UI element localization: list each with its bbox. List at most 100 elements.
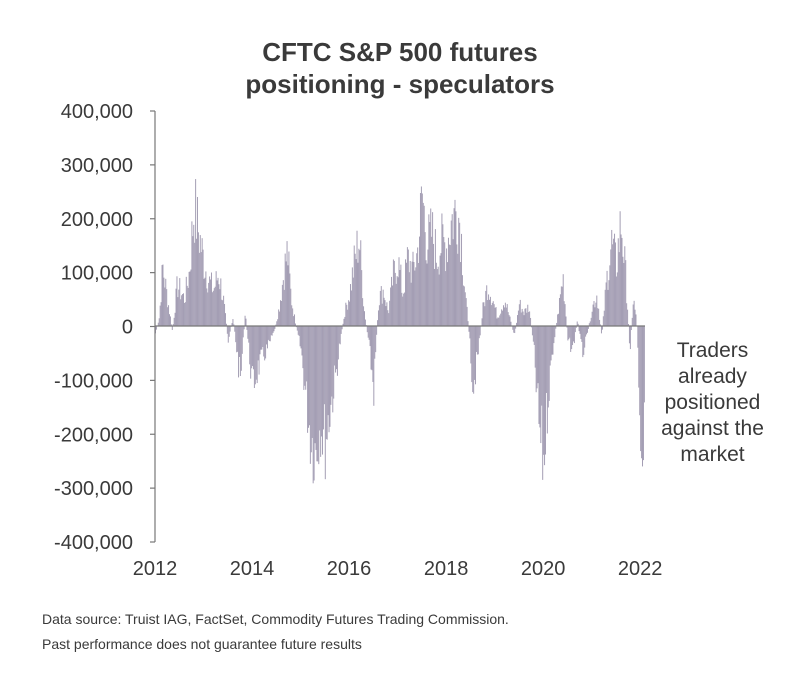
bar [238,326,240,378]
y-tick-label: 200,000 [61,209,133,231]
bar [587,326,589,329]
bar [621,237,623,327]
bar [271,326,273,336]
bar [405,259,407,327]
bar [565,316,567,327]
bar [578,326,580,332]
bar [437,266,439,327]
bar [413,262,415,327]
bar [214,286,216,327]
bar [561,286,563,327]
bar [390,287,392,327]
bar [542,326,544,480]
bar [440,253,442,327]
bar [284,253,286,327]
bar [209,276,211,327]
bar [164,287,166,327]
bar [531,326,533,336]
bar [569,326,571,338]
bar [269,326,271,342]
bar [481,318,483,327]
bar [554,326,556,338]
bar [282,280,284,327]
bar [510,321,512,327]
bar [351,267,353,327]
bar [608,280,610,327]
bar [367,326,369,338]
bar [438,274,440,327]
bar [465,298,467,327]
y-tick-label: -100,000 [54,370,133,392]
bar [541,326,543,406]
bar [331,326,333,397]
bar [458,217,460,327]
bar [179,278,181,327]
bar [277,319,279,327]
bar [628,326,630,344]
bar [299,326,301,347]
bar [349,301,351,327]
bar [570,326,572,352]
bar [589,321,591,327]
bar [265,326,267,359]
bar [355,259,357,327]
bar [453,208,455,327]
bar [168,305,170,327]
bar [190,269,192,327]
bar [546,326,548,434]
bar [319,326,321,431]
bar [420,186,422,327]
bar [563,301,565,327]
bar [494,307,496,327]
bar [259,326,261,355]
bar [345,302,347,327]
bar [456,244,458,327]
bar [254,326,256,385]
bar [514,326,516,334]
bar [200,252,202,327]
bar [272,326,274,333]
bar [210,279,212,327]
bar [183,302,185,327]
bar [191,221,193,327]
bar [408,272,410,327]
bar [292,308,294,327]
bar [368,326,370,340]
bar [468,326,470,332]
x-tick-label: 2022 [618,558,663,580]
bar [354,253,356,327]
y-tick-label: -300,000 [54,478,133,500]
bar [261,326,263,350]
bar [160,302,162,327]
annotation-note: Traders already positioned against the m… [650,338,775,468]
bar [619,211,621,327]
bar [445,271,447,327]
bar [625,260,627,327]
bar [380,286,382,327]
bar [588,323,590,327]
bar [315,326,317,450]
bar [522,311,524,327]
bar [642,326,644,467]
bar [353,245,355,327]
bar [394,272,396,327]
bar [322,326,323,455]
bar [294,323,296,327]
bar [471,326,473,383]
bar [444,242,446,327]
bar [616,272,618,327]
bar [344,316,346,327]
bar [500,313,502,327]
bar [249,326,251,365]
bar [294,314,296,327]
bar [178,289,180,327]
bar [525,308,527,327]
bar [341,326,343,330]
bar [519,299,521,327]
bar [370,326,372,370]
bar [382,289,384,327]
bar [479,326,481,336]
bar [620,234,622,327]
bar [196,238,198,327]
bar [235,326,237,343]
